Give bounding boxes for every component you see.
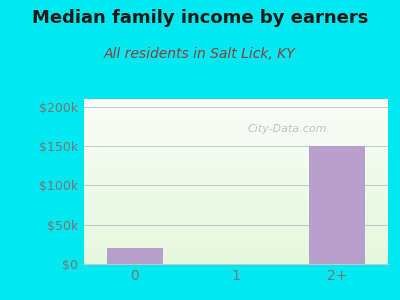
- Text: Median family income by earners: Median family income by earners: [32, 9, 368, 27]
- Bar: [107, 248, 162, 264]
- Bar: [310, 146, 365, 264]
- Text: City-Data.com: City-Data.com: [248, 124, 328, 134]
- Text: All residents in Salt Lick, KY: All residents in Salt Lick, KY: [104, 46, 296, 61]
